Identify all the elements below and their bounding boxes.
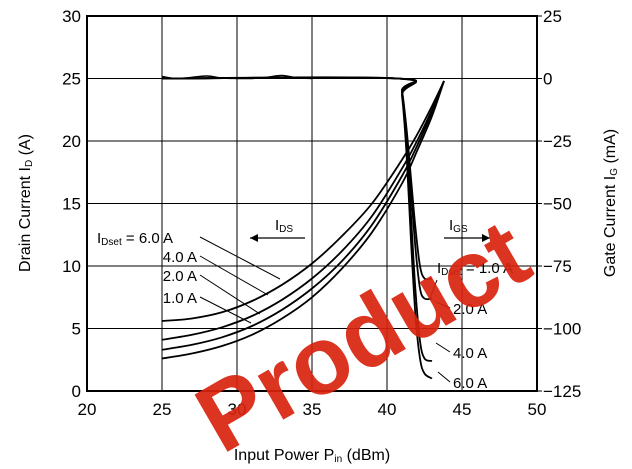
dset-left-label: IDset = 6.0 A [97,230,173,248]
y-right-tick-label: −50 [543,195,572,214]
drain-current-line [161,80,445,322]
dset-left-leader [199,236,281,280]
igs-arrow-head [482,234,490,242]
y-right-tick-label: 0 [543,70,552,89]
y-right-tick-label: −100 [543,320,581,339]
y-left-tick-label: 20 [62,132,81,151]
dset-left-leader [199,296,252,324]
dset-right-label: 4.0 A [453,345,487,362]
x-tick-label: 35 [303,400,322,419]
ids-arrow-head [250,234,258,242]
dset-right-leader [435,342,451,353]
x-tick-label: 30 [228,400,247,419]
drain-current-line [161,80,445,351]
x-tick-label: 20 [78,400,97,419]
y-left-tick-label: 15 [62,195,81,214]
gate-current-line [161,76,433,281]
drain-current-line [161,80,445,360]
dset-left-leader [199,255,269,296]
ids-label: IDS [275,217,293,235]
x-axis-title: Input Power Pin (dBm) [234,447,390,465]
dset-right-label: 2.0 A [453,301,487,318]
gate-current-ripple [161,74,313,80]
dset-right-leader [435,301,451,309]
y-axis-right-title: Gate Current IG (mA) [602,129,620,277]
x-tick-label: 40 [378,400,397,419]
y-left-tick-label: 30 [62,7,81,26]
dset-left-label: 4.0 A [163,249,197,266]
tick-labels: 20 25 30 35 40 45 50 0 5 10 15 20 25 30 25 0 −25 −50 −75 −1… [62,7,581,419]
dset-left-label: 1.0 A [163,290,197,307]
y-right-tick-label: −125 [543,382,581,401]
y-right-tick-label: −75 [543,257,572,276]
y-left-tick-label: 5 [72,320,81,339]
y-right-tick-label: 25 [543,7,562,26]
y-axis-left-title: Drain Current ID (A) [17,134,35,272]
drain-current-line [161,80,445,341]
dset-right-leader [429,279,438,299]
dset-right-label: 6.0 A [453,375,487,392]
y-left-tick-label: 25 [62,70,81,89]
dset-left-leader [199,274,261,315]
x-tick-label: 25 [153,400,172,419]
x-tick-label: 50 [528,400,547,419]
x-tick-label: 45 [453,400,472,419]
y-right-tick-label: −25 [543,132,572,151]
igs-label: IGS [449,217,468,235]
series-group [161,74,445,380]
dset-right-label: IDset = 1.0 A [437,260,513,278]
dset-right-leader [437,371,451,383]
dset-left-label: 2.0 A [163,268,197,285]
y-left-tick-label: 0 [72,382,81,401]
gate-current-line [161,76,433,380]
y-left-tick-label: 10 [62,257,81,276]
